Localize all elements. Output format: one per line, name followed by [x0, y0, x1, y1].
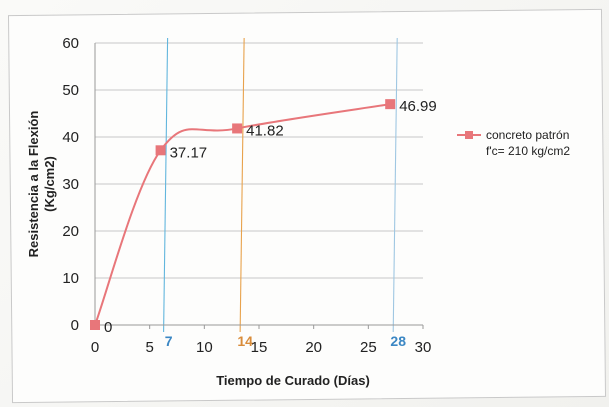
series-marker-0 — [90, 320, 100, 330]
series-marker-1 — [155, 145, 166, 156]
series-group — [90, 99, 396, 330]
x-tick-label: 30 — [415, 339, 432, 356]
y-tick-label: 40 — [62, 129, 79, 146]
axes — [94, 43, 424, 329]
reference-line-day-28 — [392, 37, 398, 333]
legend-marker — [465, 131, 473, 139]
x-tick-label: 15 — [251, 339, 268, 356]
reference-line-day-7 — [163, 37, 169, 333]
y-tick-label: 0 — [71, 317, 79, 334]
legend-label-line1: concreto patrón — [486, 128, 569, 142]
legend-label-line2: f'c= 210 kg/cm2 — [486, 144, 570, 158]
data-labels: 0 37.17 41.82 46.99 — [104, 98, 437, 336]
series-line — [94, 103, 391, 326]
y-tick-label: 20 — [62, 223, 79, 240]
data-label: 0 — [104, 319, 112, 336]
y-tick-label: 30 — [62, 176, 79, 193]
reference-label-day-14: 14 — [237, 333, 253, 349]
y-axis-title-line2: (Kg/cm2) — [42, 156, 57, 212]
reference-label-day-28: 28 — [390, 333, 406, 349]
reference-label-day-7: 7 — [165, 333, 173, 349]
x-tick-label: 20 — [305, 339, 322, 356]
x-tick-label: 0 — [91, 339, 99, 356]
y-tick-label: 50 — [62, 82, 79, 99]
x-axis-title: Tiempo de Curado (Días) — [216, 373, 370, 388]
data-label: 46.99 — [399, 98, 437, 115]
reference-lines: 7 14 28 — [163, 37, 406, 349]
x-tick-label: 25 — [360, 339, 377, 356]
x-tick-label: 10 — [196, 339, 213, 356]
reference-line-day-14 — [239, 37, 245, 333]
y-tick-label: 60 — [62, 35, 79, 52]
y-tick-labels: 0 10 20 30 40 50 60 — [62, 35, 79, 334]
x-tick-labels: 0 5 10 15 20 25 30 — [91, 339, 432, 356]
series-marker-3 — [385, 99, 396, 110]
series-marker-2 — [232, 123, 243, 134]
y-tick-label: 10 — [62, 270, 79, 287]
legend: concreto patrón f'c= 210 kg/cm2 — [457, 128, 570, 158]
x-tick-label: 5 — [145, 339, 153, 356]
y-axis-title-line1: Resistencia a la Flexión — [26, 111, 41, 258]
grid-lines — [95, 42, 423, 279]
data-label: 37.17 — [170, 144, 208, 161]
data-label: 41.82 — [246, 122, 284, 139]
